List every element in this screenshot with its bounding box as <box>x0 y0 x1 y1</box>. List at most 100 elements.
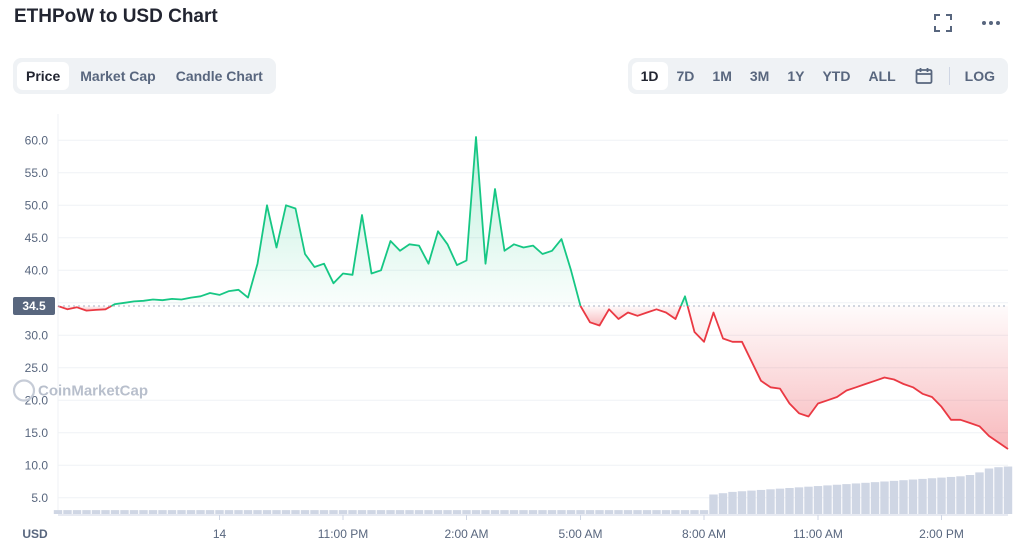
volume-bar <box>215 510 224 514</box>
x-tick-label: 8:00 AM <box>682 527 726 541</box>
volume-bar <box>462 510 471 514</box>
volume-bar <box>547 510 557 514</box>
volume-bar <box>509 510 519 514</box>
range-1y[interactable]: 1Y <box>787 68 805 84</box>
volume-bar <box>614 510 623 514</box>
tab-market-cap[interactable]: Market Cap <box>80 68 156 84</box>
top-actions <box>932 12 1002 34</box>
volume-bar <box>348 510 357 514</box>
y-tick-label: 50.0 <box>25 198 49 212</box>
volume-bar <box>500 510 509 514</box>
volume-bar <box>262 510 272 514</box>
range-1m[interactable]: 1M <box>712 68 732 84</box>
volume-bar <box>538 510 547 514</box>
log-toggle[interactable]: LOG <box>964 68 995 84</box>
volume-bar <box>908 479 918 514</box>
range-7d[interactable]: 7D <box>676 68 695 84</box>
volume-bar <box>452 510 462 514</box>
range-3m[interactable]: 3M <box>749 68 770 84</box>
volume-bar <box>53 510 63 514</box>
up-line <box>680 295 689 307</box>
volume-bar <box>319 510 329 514</box>
volume-bar <box>253 510 262 514</box>
volume-bar <box>129 510 139 514</box>
x-tick-label: 2:00 AM <box>444 527 488 541</box>
range-1d[interactable]: 1D <box>631 62 668 90</box>
up-area <box>111 137 581 306</box>
y-tick-label: 40.0 <box>25 263 49 277</box>
volume-bar <box>367 510 376 514</box>
volume-bar <box>167 510 177 514</box>
x-tick-label: 5:00 AM <box>558 527 602 541</box>
down-area <box>580 306 681 326</box>
volume-bar <box>861 482 870 514</box>
volume-bar <box>300 510 310 514</box>
volume-bar <box>566 510 576 514</box>
x-tick-label: 14 <box>213 527 227 541</box>
volume-bar <box>728 491 737 514</box>
y-tick-label: 10.0 <box>25 458 49 472</box>
down-area <box>687 306 1008 449</box>
volume-bar <box>148 510 158 514</box>
volume-bar <box>595 510 604 514</box>
y-tick-label: 15.0 <box>25 426 49 440</box>
volume-bar <box>72 510 82 514</box>
volume-bar <box>158 510 167 514</box>
volume-bar <box>975 472 984 514</box>
volume-bar <box>633 510 642 514</box>
volume-bar <box>965 475 975 514</box>
volume-bar <box>690 510 699 514</box>
volume-bar <box>604 510 614 514</box>
volume-bar <box>63 510 72 514</box>
page-title: ETHPoW to USD Chart <box>14 6 218 27</box>
range-divider <box>948 67 950 85</box>
volume-bar <box>519 510 528 514</box>
volume-bar <box>576 510 585 514</box>
price-lines <box>57 136 1009 450</box>
volume-bar <box>224 510 234 514</box>
volume-bar <box>310 510 319 514</box>
y-tick-label: 25.0 <box>25 361 49 375</box>
volume-bar <box>272 510 281 514</box>
volume-bar <box>120 510 129 514</box>
y-tick-label: 45.0 <box>25 231 49 245</box>
volume-bar <box>832 484 842 514</box>
volume-bar <box>1003 466 1013 514</box>
range-all[interactable]: ALL <box>868 68 896 84</box>
volume-bar <box>433 510 443 514</box>
volume-bar <box>490 510 500 514</box>
volume-bar <box>82 510 91 514</box>
baseline-label: 34.5 <box>22 299 46 313</box>
volume-bar <box>889 480 899 514</box>
expand-icon[interactable] <box>932 12 954 34</box>
baseline: 34.5 <box>13 297 1008 315</box>
volume-bar <box>709 494 718 514</box>
y-tick-label: 60.0 <box>25 133 49 147</box>
volume-bar <box>481 510 490 514</box>
volume-bar <box>823 485 832 514</box>
tab-candle-chart[interactable]: Candle Chart <box>175 68 263 84</box>
watermark: CoinMarketCap <box>12 379 148 402</box>
volume-bar <box>766 489 775 514</box>
y-tick-label: 30.0 <box>25 328 49 342</box>
more-dots-icon[interactable] <box>980 12 1002 34</box>
volume-bar <box>718 493 728 514</box>
volume-bar <box>139 510 148 514</box>
y-axis: 5.010.015.020.025.030.035.040.045.050.05… <box>25 133 49 505</box>
volume-bar <box>110 510 120 514</box>
volume-bar <box>870 482 880 514</box>
tab-price[interactable]: Price <box>17 62 70 90</box>
volume-bar <box>443 510 452 514</box>
volume-bar <box>243 510 253 514</box>
volume-bar <box>291 510 300 514</box>
chart-type-tabs: Price Market Cap Candle Chart <box>13 58 276 94</box>
volume-bar <box>918 478 927 514</box>
calendar-icon[interactable] <box>905 62 943 90</box>
range-ytd[interactable]: YTD <box>822 68 851 84</box>
volume-bar <box>785 488 794 514</box>
volume-bar <box>680 510 690 514</box>
time-range-tabs: 1D 7D 1M 3M 1Y YTD ALL LOG <box>627 58 1008 94</box>
volume-bar <box>234 510 243 514</box>
volume-bar <box>528 510 538 514</box>
price-chart: 5.010.015.020.025.030.035.040.045.050.05… <box>12 114 1013 541</box>
